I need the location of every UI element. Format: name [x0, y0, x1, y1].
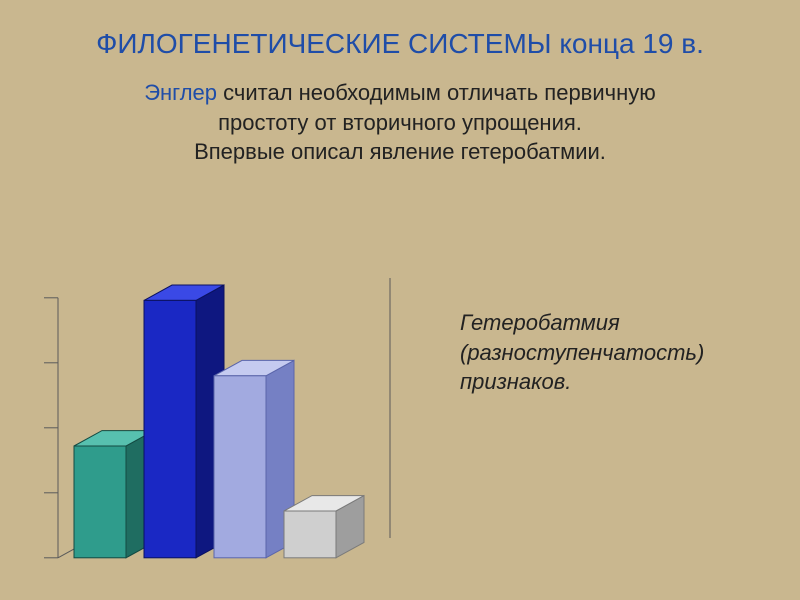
- bar-chart-svg: [40, 258, 420, 588]
- slide-title: ФИЛОГЕНЕТИЧЕСКИЕ СИСТЕМЫ конца 19 в.: [0, 28, 800, 60]
- subtitle-line1: считал необходимым отличать первичную: [217, 80, 656, 105]
- subtitle-line2: простоту от вторичного упрощения.: [218, 110, 582, 135]
- bar-chart: [40, 258, 420, 588]
- slide-subtitle: Энглер считал необходимым отличать перви…: [0, 78, 800, 167]
- subtitle-line3: Впервые описал явление гетеробатмии.: [194, 139, 606, 164]
- desc-rest-2: признаков.: [460, 369, 571, 394]
- desc-term: Гетеробатмия: [460, 310, 620, 335]
- author-name: Энглер: [144, 80, 217, 105]
- desc-rest-1: (разноступенчатость): [460, 340, 704, 365]
- heterobathmy-description: Гетеробатмия (разноступенчатость) призна…: [460, 308, 760, 397]
- content-stage: Гетеробатмия (разноступенчатость) призна…: [40, 258, 760, 598]
